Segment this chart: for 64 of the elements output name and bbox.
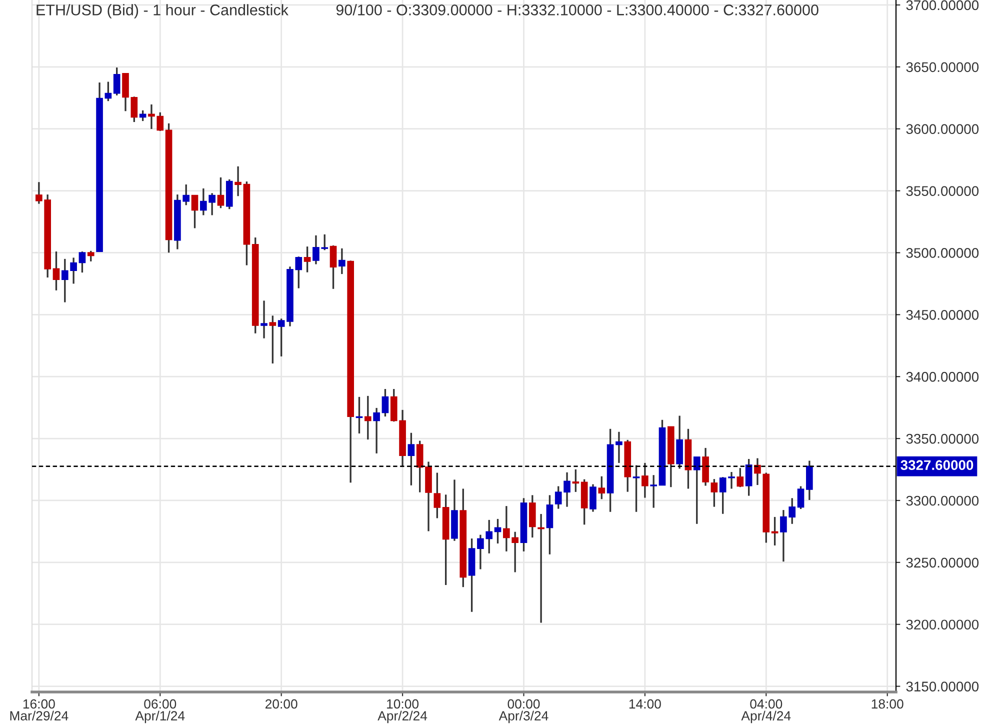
candlestick: [78, 250, 86, 274]
candlestick: [217, 176, 224, 209]
candlestick: [616, 431, 622, 464]
candlestick: [538, 513, 544, 624]
candlestick: [304, 246, 311, 274]
candlestick: [546, 494, 554, 556]
x-tick-label: 10:00 Apr/2/24: [378, 699, 428, 724]
candlestick: [269, 314, 276, 364]
x-tick-label: 04:00 Apr/4/24: [741, 699, 791, 724]
candlestick: [382, 388, 389, 418]
chart-title: ETH/USD (Bid) - 1 hour - Candlestick: [36, 4, 288, 18]
candlestick: [754, 457, 761, 486]
y-tick-label: 3300.00000: [906, 496, 979, 506]
candlestick: [408, 432, 415, 486]
ref-line-label: 3327.60000: [900, 460, 974, 470]
candlestick: [676, 414, 683, 470]
candlestick: [356, 396, 363, 434]
candlestick: [364, 395, 372, 440]
x-tick-label: 16:00 Mar/29/24: [10, 699, 68, 720]
y-tick-label: 3550.00000: [906, 186, 979, 196]
candlestick: [139, 110, 146, 122]
candlestick: [338, 248, 346, 275]
x-tick-label: 06:00 Apr/1/24: [135, 699, 185, 724]
candlestick: [650, 474, 658, 509]
x-tick-label: 18:00: [872, 699, 904, 709]
candlestick: [234, 166, 242, 197]
candlestick: [528, 494, 536, 538]
candlestick: [771, 516, 778, 546]
candlestick: [632, 464, 640, 513]
y-tick-label: 3400.00000: [906, 372, 979, 382]
candlestick: [260, 300, 268, 340]
y-tick-label: 3700.00000: [906, 0, 979, 10]
candlestick: [572, 468, 580, 493]
x-tick-label: 14:00: [629, 699, 661, 709]
candlestick: [373, 407, 380, 454]
candlestick: [52, 250, 60, 292]
candlestick: [104, 80, 112, 102]
candlestick: [494, 518, 502, 544]
y-tick-label: 3250.00000: [906, 558, 979, 568]
candlestick: [806, 460, 813, 501]
y-tick-label: 3600.00000: [906, 124, 979, 134]
y-tick-label: 3200.00000: [906, 620, 979, 630]
candlestick: [642, 462, 648, 499]
y-tick-label: 3150.00000: [906, 682, 979, 692]
candlestick: [745, 458, 752, 497]
candlestick: [191, 194, 198, 230]
y-tick-label: 3450.00000: [906, 310, 979, 320]
candlestick: [710, 478, 718, 508]
candlestick: [434, 472, 441, 520]
x-tick-label: 00:00 Apr/3/24: [498, 699, 548, 724]
candlestick: [797, 485, 804, 510]
y-tick-label: 3500.00000: [906, 248, 979, 258]
candlestick: [330, 244, 337, 290]
candlestick: [87, 250, 94, 262]
candlestick: [736, 467, 744, 488]
candlestick: [113, 66, 120, 96]
candlestick: [278, 318, 285, 358]
candlestick: [598, 475, 606, 500]
candlestick: [693, 456, 700, 525]
x-tick-label: 20:00: [265, 699, 298, 709]
y-tick-label: 3650.00000: [906, 62, 979, 72]
candlestick: [590, 483, 596, 513]
y-tick-label: 3350.00000: [906, 434, 979, 444]
chart-subtitle: 90/100 - O:3309.00000 - H:3332.10000 - L:3300.40000 - C:3327.60000: [336, 4, 818, 16]
